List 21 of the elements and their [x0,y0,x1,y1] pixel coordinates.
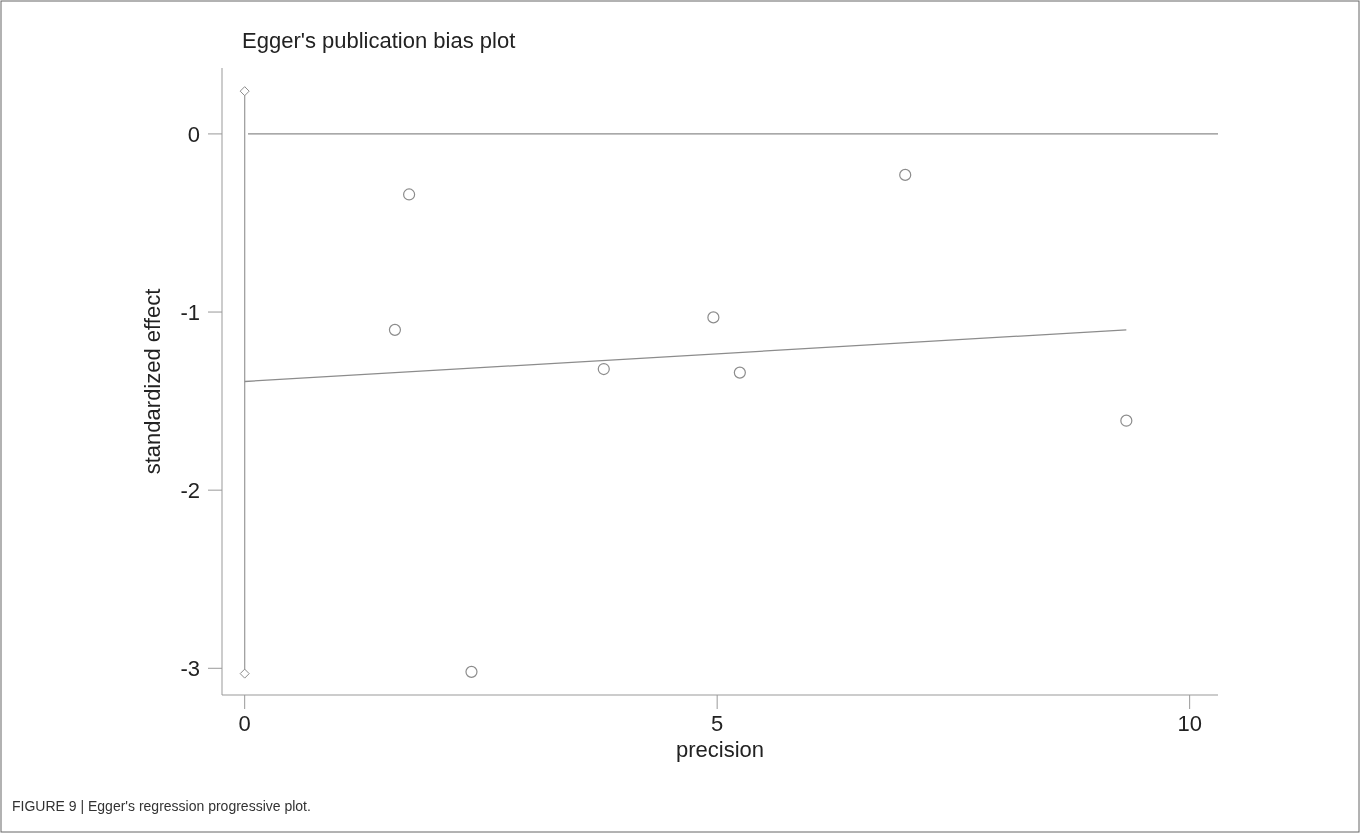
x-tick-label: 10 [1177,711,1202,736]
point [388,323,402,336]
y-tick-label: -1 [180,299,200,325]
point [403,188,416,201]
x-tick-label: 5 [711,711,724,736]
y-tick-label: -2 [180,477,200,503]
point [239,86,250,97]
point [899,168,912,181]
point [707,311,720,324]
x-axis-title: precision [675,737,765,762]
y-tick-label: 0 [187,121,200,147]
point [1120,414,1133,427]
caption: FIGURE 9 | Egger's regression progressive plot. [12,798,311,814]
y-axis-title: standardized effect [140,288,165,475]
point [239,668,250,679]
y-tick-label: -3 [180,655,200,681]
point [733,366,746,379]
x-tick-label: 0 [238,711,251,736]
point [465,665,478,678]
point [597,362,610,376]
chart-title: Egger's publication bias plot [242,28,516,53]
